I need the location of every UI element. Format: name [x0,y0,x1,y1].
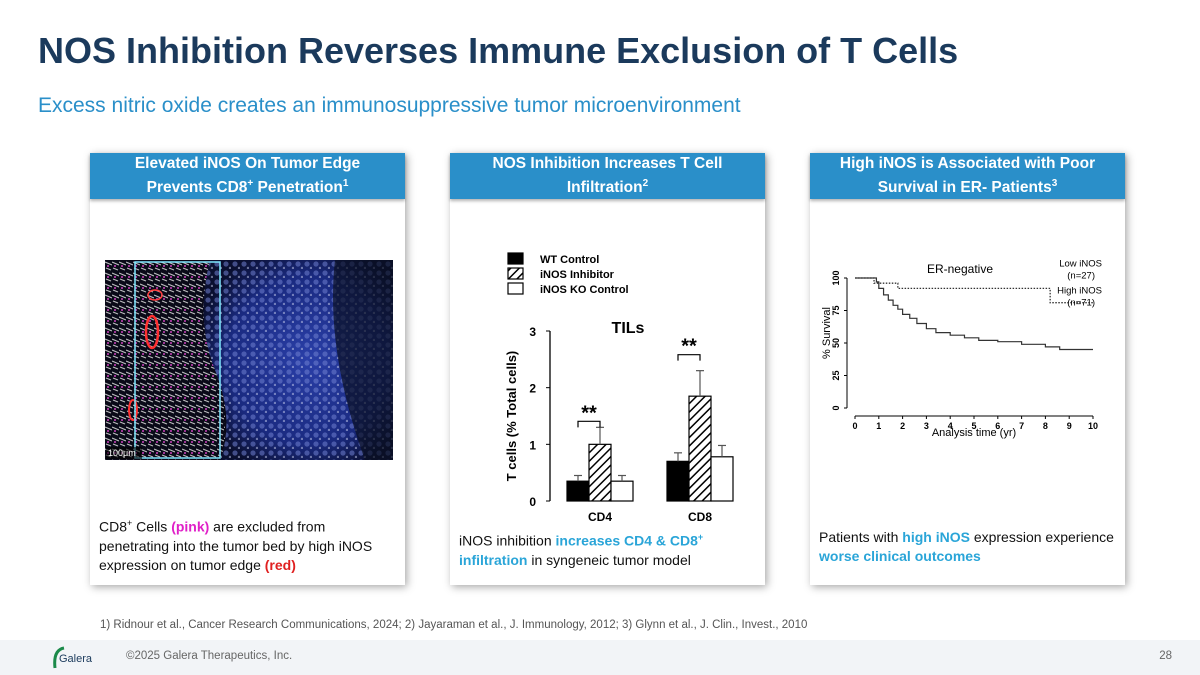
caption-text: CD8 [99,518,128,535]
y-axis-label: T cells (% Total cells) [504,351,519,482]
copyright: ©2025 Galera Therapeutics, Inc. [126,650,293,662]
caption-highlight-blue: worse clinical outcomes [819,548,981,564]
x-tick-label: 9 [1067,421,1072,431]
y-tick-label: 75 [831,305,841,315]
series-n-label: (n=71) [1067,298,1095,309]
series-label: Low iNOS [1059,259,1102,270]
series-label: High iNOS [1057,286,1102,297]
x-tick-label: CD4 [588,510,612,524]
y-tick-label: 0 [529,495,536,509]
caption-highlight-blue: increases CD4 & CD8 [555,532,698,549]
bar-cd4-2 [610,480,634,502]
superscript: + [127,518,133,528]
panel-header: High iNOS is Associated with Poor Surviv… [810,153,1125,199]
legend-swatch [507,252,524,265]
legend-label: WT Control [540,254,599,266]
y-tick-label: 0 [831,405,841,410]
significance-bracket [677,354,701,361]
panel-header-line1: NOS Inhibition Increases T Cell [492,154,723,172]
y-tick-label: 25 [831,370,841,380]
reference-superscript: 3 [1051,177,1058,189]
panel-header-line1: Elevated iNOS On Tumor Edge [134,154,361,172]
panel-header-line2: Prevents CD8 [146,179,248,197]
panel-header-line1: High iNOS is Associated with Poor [839,154,1096,172]
x-axis-label: Analysis time (yr) [932,427,1016,439]
superscript: + [697,532,704,542]
chart-title: TILs [612,320,645,337]
y-tick-label: 2 [529,382,536,396]
caption-text: in syngeneic tumor model [527,551,691,568]
reference-superscript: 2 [642,177,649,189]
y-tick-label: 1 [529,438,536,452]
page-number: 28 [1159,650,1172,662]
bar-cd4-1 [588,443,612,502]
caption-text: expression experience [969,529,1114,545]
caption-highlight-blue: high iNOS [902,529,970,545]
bar-cd8-0 [666,460,690,502]
superscript: + [247,177,254,189]
x-tick-label: 3 [924,421,929,431]
y-tick-label: 3 [529,325,536,339]
caption-text: Cells [132,518,172,535]
page-subtitle: Excess nitric oxide creates an immunosup… [38,94,741,117]
panel-caption: CD8+ Cells (pink) are excluded from pene… [99,514,399,575]
caption-highlight-blue: infiltration [459,551,528,568]
x-tick-label: 10 [1088,421,1098,431]
x-tick-label: 4 [948,421,953,431]
legend-swatch [507,282,524,295]
panel-header-line2: Infiltration [566,179,643,197]
footnote: 1) Ridnour et al., Cancer Research Commu… [100,619,808,631]
bar-cd8-2 [710,456,734,502]
x-tick-label: 1 [876,421,881,431]
reference-superscript: 1 [342,177,349,189]
significance-bracket [577,420,601,428]
panel-header-line2: Survival in ER- Patients [877,179,1052,197]
survival-km-chart: ER-negative % Survival Analysis time (yr… [821,259,1102,439]
tumor-micrograph-image: 100μm [105,260,393,460]
y-tick-label: 100 [831,270,841,285]
bar-cd4-0 [566,480,590,502]
panel-caption: Patients with high iNOS expression exper… [819,528,1119,566]
panel-survival: High iNOS is Associated with Poor Surviv… [810,153,1125,585]
km-curve-low-inos [855,277,1093,304]
logo-text: Galera [59,653,93,665]
legend-swatch [507,267,524,280]
galera-logo: Galera [53,646,93,669]
footer-bar [0,640,1200,675]
chart-title: ER-negative [927,262,993,276]
caption-text: are excluded from penetrating into the t… [99,518,373,573]
legend-label: iNOS Inhibitor [540,269,615,281]
series-n-label: (n=27) [1067,271,1095,282]
significance-label: ** [581,402,597,424]
panel-nos-inhibition: NOS Inhibition Increases T Cell Infiltra… [450,153,765,585]
scale-bar-label: 100μm [108,448,136,458]
x-tick-label: 5 [971,421,976,431]
x-tick-label: 7 [1019,421,1024,431]
km-curve-high-inos [855,277,1093,351]
panel-header-line2b: Penetration [253,179,343,197]
panel-inos-edge: Elevated iNOS On Tumor Edge Prevents CD8… [90,153,405,585]
panel-header: NOS Inhibition Increases T Cell Infiltra… [450,153,765,199]
x-tick-label: 8 [1043,421,1048,431]
x-tick-label: CD8 [688,510,712,524]
panel-header: Elevated iNOS On Tumor Edge Prevents CD8… [90,153,405,199]
caption-text: iNOS inhibition [459,532,556,549]
significance-label: ** [681,336,697,358]
caption-highlight-pink: (pink) [171,518,210,535]
x-tick-label: 2 [900,421,905,431]
bar-cd8-1 [688,395,712,502]
caption-highlight-red: (red) [264,556,296,573]
panel-caption: iNOS inhibition increases CD4 & CD8+ infi… [459,528,759,570]
legend-label: iNOS KO Control [540,284,629,296]
y-tick-label: 50 [831,338,841,348]
y-axis-label: % Survival [821,307,833,359]
x-tick-label: 6 [995,421,1000,431]
x-tick-label: 0 [852,421,857,431]
caption-text: Patients with [819,529,903,545]
page-title: NOS Inhibition Reverses Immune Exclusion… [38,30,959,71]
